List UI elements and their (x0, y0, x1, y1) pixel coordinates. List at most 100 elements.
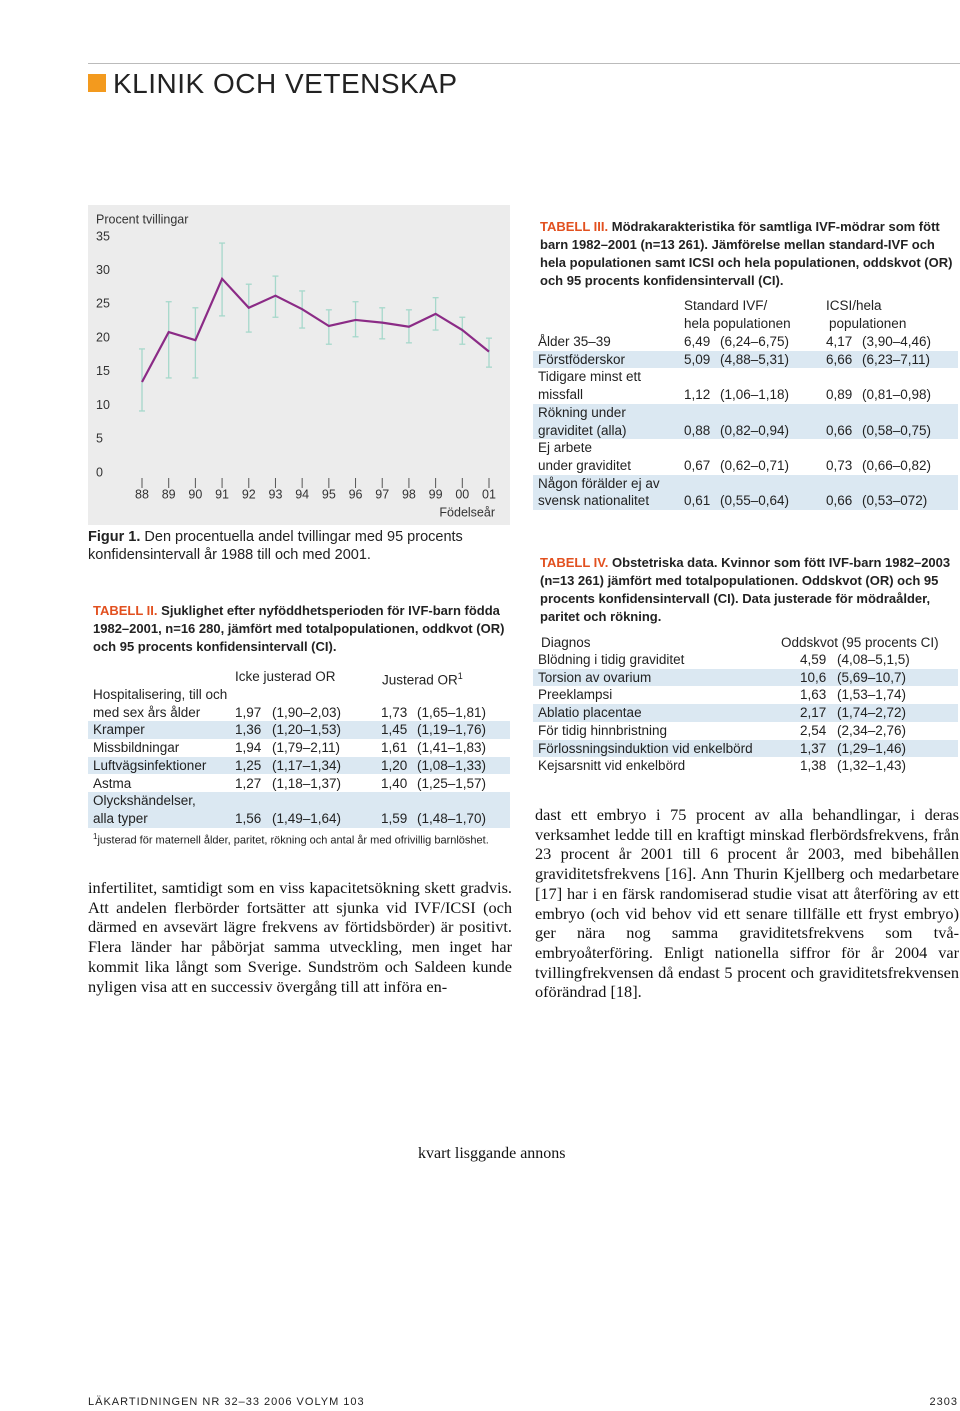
table-cell: 2,17 (800, 705, 827, 721)
x-tick-label: 90 (188, 487, 202, 501)
column-header: hela populationen (684, 315, 791, 331)
x-tick-label: 97 (375, 487, 389, 501)
x-tick-label: 88 (135, 487, 149, 501)
row-label: Ej arbete (538, 440, 593, 456)
table-cell: (1,48–1,70) (417, 810, 487, 826)
x-tick-label: 95 (322, 487, 336, 501)
table-cell: 2,54 (800, 722, 827, 738)
table-cell: 0,67 (684, 457, 711, 473)
table-cell: 1,25 (235, 757, 262, 773)
x-tick-label: 94 (295, 487, 309, 501)
table-cell: (1,18–1,37) (272, 775, 342, 791)
x-axis-label: Födelseår (439, 505, 495, 519)
row-label: graviditet (alla) (538, 422, 627, 438)
x-tick-label: 01 (482, 487, 496, 501)
column-header: Icke justerad OR (235, 669, 336, 684)
table-cell: (1,79–2,11) (272, 740, 341, 756)
y-axis-label: Procent tvillingar (96, 212, 188, 226)
table-cell: (1,90–2,03) (272, 704, 342, 720)
table-cell: 0,89 (826, 387, 853, 403)
row-label: svensk nationalitet (538, 493, 650, 509)
table-cell: 1,20 (381, 757, 408, 773)
table-caption-text: Mödrakarakteristika för samtliga IVF-möd… (540, 219, 953, 288)
table-cell: 1,45 (381, 722, 408, 738)
row-label: Rökning under (538, 404, 626, 420)
table-cell: 1,56 (235, 810, 262, 826)
row-label: Kramper (93, 722, 145, 738)
row-shade (533, 350, 958, 369)
row-label: Preeklampsi (538, 687, 613, 703)
table-cell: (1,32–1,43) (837, 758, 907, 774)
table-cell: 6,49 (684, 334, 711, 349)
table-cell: (0,58–0,75) (862, 422, 932, 438)
row-label: Någon förälder ej av (538, 475, 660, 491)
column-header: Oddskvot (95 procents CI) (781, 635, 939, 650)
y-tick-label: 30 (96, 263, 110, 277)
row-label: Kejsarsnitt vid enkelbörd (538, 758, 686, 774)
table-cell: 1,37 (800, 740, 827, 756)
table-cell: (1,41–1,83) (417, 740, 487, 756)
table-cell: 1,12 (684, 387, 711, 403)
table-cell: 0,66 (826, 422, 853, 438)
data-line (141, 276, 490, 383)
table-cell: (0,82–0,94) (720, 422, 790, 438)
table-label: TABELL IV. (540, 555, 609, 570)
table-cell: (0,62–0,71) (720, 457, 790, 473)
table-caption-text: Sjuklighet efter nyföddhetsperioden för … (93, 603, 505, 654)
row-shade (533, 704, 958, 722)
row-label: Torsion av ovarium (538, 669, 652, 685)
row-label: För tidig hinnbristning (538, 722, 668, 738)
figure-caption: Figur 1. Den procentuella andel tvilling… (88, 528, 512, 564)
table-caption-text: Obstetriska data. Kvinnor som fött IVF-b… (540, 555, 951, 624)
ad-placeholder: kvart lisggande annons (418, 1145, 566, 1162)
table-cell: 1,97 (235, 704, 262, 720)
header-square (88, 74, 106, 92)
table-cell: (0,81–0,98) (862, 387, 932, 403)
table-cell: 10,6 (800, 669, 827, 685)
table-caption: TABELL III. Mödrakarakteristika för samt… (540, 218, 956, 290)
table-cell: 1,94 (235, 740, 262, 756)
body-text-left: infertilitet, samtidigt som en viss kapa… (88, 878, 512, 996)
row-label: Missbildningar (93, 740, 180, 756)
x-tick-label: 92 (242, 487, 256, 501)
table-cell: 0,88 (684, 422, 711, 438)
x-tick-label: 91 (215, 487, 229, 501)
table-cell: (2,34–2,76) (837, 722, 907, 738)
row-label: Blödning i tidig graviditet (538, 652, 685, 667)
table-cell: (1,08–1,33) (417, 757, 487, 773)
table-cell: 0,73 (826, 457, 853, 473)
table-cell: 0,61 (684, 493, 711, 509)
x-tick-label: 96 (349, 487, 363, 501)
table-caption: TABELL IV. Obstetriska data. Kvinnor som… (540, 554, 956, 626)
column-header: ICSI/hela (826, 298, 882, 313)
footer-page: 2303 (929, 1396, 958, 1408)
y-tick-label: 5 (96, 432, 103, 446)
footnote-text: justerad för maternell ålder, paritet, r… (97, 834, 489, 847)
x-tick-label: 89 (162, 487, 176, 501)
chart-panel: Procent tvillingar Födelseår 0 5 10 15 20 25 3… (88, 205, 510, 525)
x-tick-label: 00 (455, 487, 469, 501)
row-label: Luftvägsinfektioner (93, 757, 207, 773)
column-header: Justerad OR1 (382, 668, 463, 689)
row-shade (533, 739, 958, 758)
x-tick-label: 98 (402, 487, 416, 501)
table-cell: 4,59 (800, 652, 827, 667)
footer-journal: LÄKARTIDNINGEN NR 32–33 2006 VOLYM 103 (88, 1396, 365, 1408)
table-cell: 1,61 (381, 740, 408, 756)
table-cell: 1,27 (235, 775, 262, 791)
row-label: Förstföderskor (538, 351, 626, 367)
table-cell: 1,63 (800, 687, 827, 703)
row-shade (88, 792, 510, 828)
y-tick-label: 15 (96, 364, 110, 378)
table-cell: 0,66 (826, 493, 853, 509)
row-shade (533, 403, 958, 440)
x-tick-label: 93 (269, 487, 283, 501)
table-cell: (1,17–1,34) (272, 757, 342, 773)
body-text-right: dast ett embryo i 75 procent av alla beh… (535, 805, 959, 1002)
footnote-marker: 1 (457, 671, 463, 681)
table-cell: (1,29–1,46) (837, 740, 907, 756)
row-label: Hospitalisering, till och (93, 687, 228, 702)
table-cell: (1,74–2,72) (837, 705, 907, 721)
table-label: TABELL II. (93, 603, 158, 618)
